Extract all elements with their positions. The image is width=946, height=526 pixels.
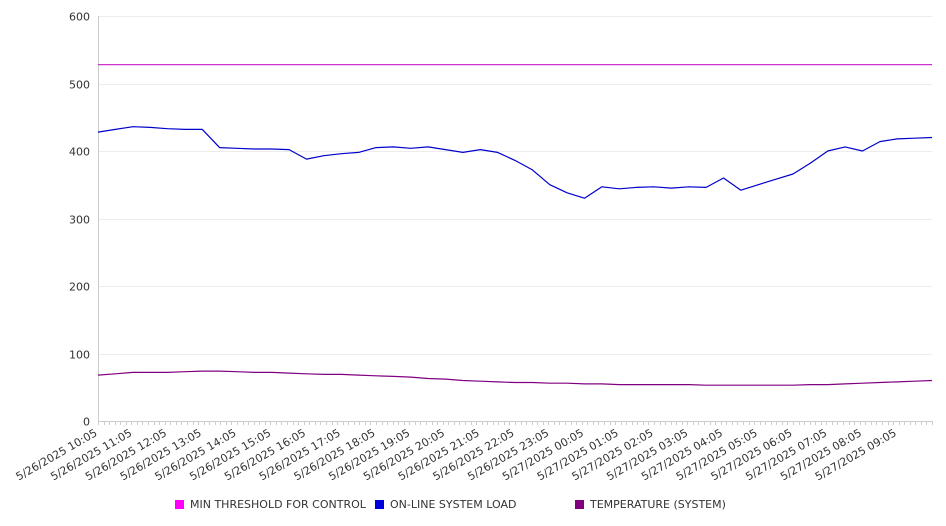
axes bbox=[98, 16, 933, 425]
x-tick-labels: 5/26/2025 10:055/26/2025 11:055/26/2025 … bbox=[14, 426, 899, 483]
legend-label-system-load: ON-LINE SYSTEM LOAD bbox=[390, 498, 517, 511]
legend-swatch-temperature bbox=[575, 500, 584, 509]
series-line-on-line-system-load bbox=[97, 126, 933, 199]
legend-swatch-min-threshold bbox=[175, 500, 184, 509]
y-tick-labels: 0 100 200 300 400 500 600 bbox=[69, 11, 90, 429]
legend-item-system-load: ON-LINE SYSTEM LOAD bbox=[375, 498, 516, 511]
legend-label-min-threshold: MIN THRESHOLD FOR CONTROL bbox=[190, 498, 366, 511]
series-lines bbox=[97, 63, 933, 386]
y-tick-label: 600 bbox=[69, 11, 90, 24]
y-tick-label: 300 bbox=[69, 214, 90, 227]
legend: MIN THRESHOLD FOR CONTROL ON-LINE SYSTEM… bbox=[0, 498, 946, 514]
y-tick-label: 0 bbox=[83, 416, 90, 429]
series-line-temperature-system bbox=[97, 370, 933, 386]
grid-lines bbox=[98, 16, 932, 355]
legend-swatch-system-load bbox=[375, 500, 384, 509]
y-tick-label: 200 bbox=[69, 281, 90, 294]
legend-item-temperature: TEMPERATURE (SYSTEM) bbox=[575, 498, 726, 511]
y-tick-label: 400 bbox=[69, 146, 90, 159]
y-tick-label: 500 bbox=[69, 79, 90, 92]
legend-item-min-threshold: MIN THRESHOLD FOR CONTROL bbox=[175, 498, 366, 511]
y-tick-label: 100 bbox=[69, 349, 90, 362]
legend-label-temperature: TEMPERATURE (SYSTEM) bbox=[590, 498, 726, 511]
